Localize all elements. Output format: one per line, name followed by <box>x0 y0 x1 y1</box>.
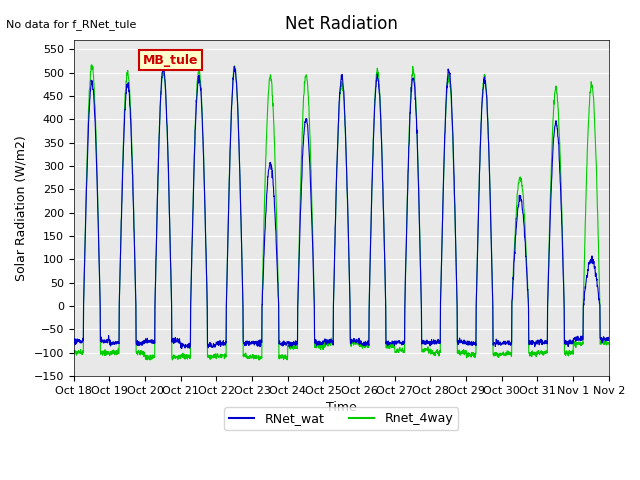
Text: MB_tule: MB_tule <box>143 54 199 67</box>
Y-axis label: Solar Radiation (W/m2): Solar Radiation (W/m2) <box>15 135 28 281</box>
X-axis label: Time: Time <box>326 401 356 414</box>
Text: No data for f_RNet_tule: No data for f_RNet_tule <box>6 19 137 30</box>
Legend: RNet_wat, Rnet_4way: RNet_wat, Rnet_4way <box>225 407 458 430</box>
Title: Net Radiation: Net Radiation <box>285 15 397 33</box>
